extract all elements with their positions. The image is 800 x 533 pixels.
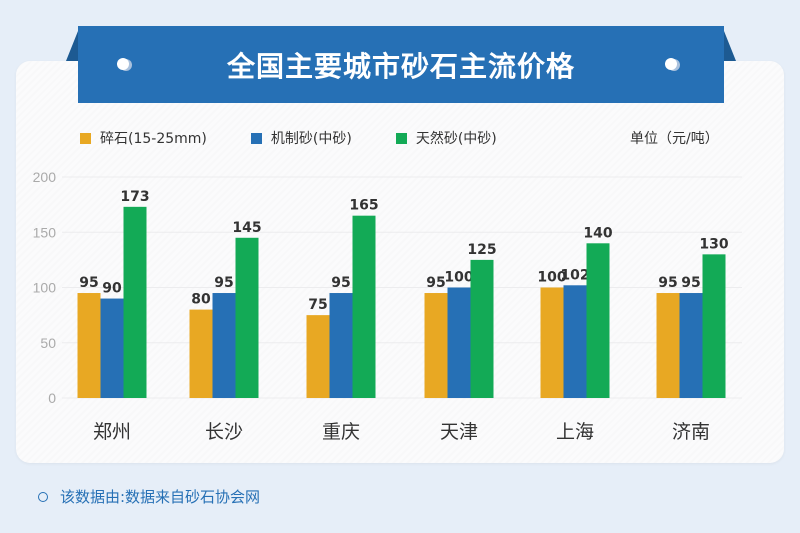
bar [235,237,259,398]
x-tick-label: 上海 [556,421,594,443]
bar [563,285,587,398]
bar [329,293,353,398]
data-label: 100 [444,270,473,286]
bar [100,298,124,398]
x-tick-label: 济南 [672,421,710,443]
bar [702,254,726,398]
circle-bullet-icon [38,491,48,502]
x-tick-label: 长沙 [205,421,243,443]
legend-label: 碎石(15-25mm) [100,131,207,147]
data-label: 80 [191,292,211,308]
page-title: 全国主要城市砂石主流价格 [226,49,575,83]
data-label: 90 [102,281,122,297]
bar [424,293,448,398]
legend-swatch [395,132,407,144]
banner-dot-right [665,58,677,70]
data-label: 130 [699,236,728,252]
x-tick-label: 郑州 [93,421,131,443]
data-label: 145 [232,220,261,236]
bar [306,315,330,398]
legend-swatch [80,132,91,144]
banner-dot-left [117,58,129,70]
bar [540,287,564,398]
data-label: 95 [214,275,233,291]
data-label: 95 [426,275,445,291]
legend-swatch [250,132,262,144]
bar [77,293,101,398]
data-label: 140 [583,225,612,241]
x-tick-label: 重庆 [322,421,360,443]
y-tick-label: 0 [48,390,56,406]
bar [212,293,236,398]
data-label: 125 [467,242,496,258]
x-tick-label: 天津 [440,421,478,443]
bar [447,287,471,398]
y-tick-label: 200 [33,169,57,185]
y-tick-label: 100 [33,280,57,296]
bar [679,293,703,398]
bar [123,206,147,398]
footnote: 该数据由:数据来自砂石协会网 [38,486,260,507]
title-banner: 全国主要城市砂石主流价格 [78,26,724,103]
data-label: 95 [331,275,350,291]
data-label: 165 [349,198,378,214]
bar [189,309,213,398]
unit-label: 单位（元/吨） [630,131,719,147]
y-tick-label: 50 [40,335,56,351]
legend-label: 机制砂(中砂) [270,131,352,147]
data-label: 75 [308,297,327,313]
legend: 碎石(15-25mm) 机制砂(中砂) 天然砂(中砂) [80,128,541,148]
bar [470,259,494,398]
legend-item: 机制砂(中砂) [250,128,352,148]
data-label: 102 [560,267,589,283]
data-label: 100 [537,270,566,286]
data-label: 173 [120,189,149,205]
legend-label: 天然砂(中砂) [415,131,497,147]
legend-item: 天然砂(中砂) [395,128,497,148]
footnote-text: 该数据由:数据来自砂石协会网 [60,488,261,506]
data-label: 95 [658,275,677,291]
bar [352,215,376,398]
bar [656,293,680,398]
legend-item: 碎石(15-25mm) [80,128,207,148]
data-label: 95 [681,275,700,291]
data-label: 95 [79,275,98,291]
bar [586,243,610,398]
y-tick-label: 150 [33,224,57,240]
